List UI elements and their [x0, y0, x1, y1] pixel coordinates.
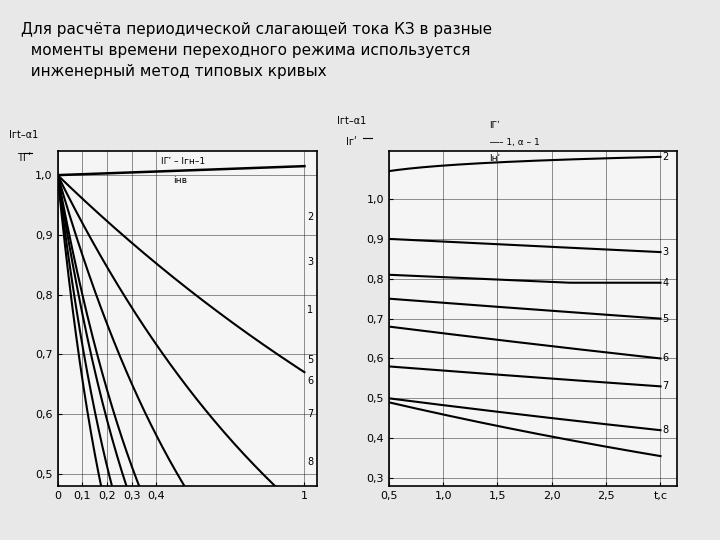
Text: 2: 2 — [307, 212, 313, 222]
Text: Iгt–α1: Iгt–α1 — [9, 130, 39, 140]
Text: 4: 4 — [662, 278, 669, 288]
Text: Iнʹ: Iнʹ — [490, 154, 500, 163]
Text: ―– 1, α – 1: ―– 1, α – 1 — [490, 138, 539, 146]
Text: 7: 7 — [307, 409, 313, 419]
Text: 5: 5 — [307, 355, 313, 366]
Text: 6: 6 — [662, 354, 669, 363]
Text: 6: 6 — [307, 376, 313, 387]
Text: 1: 1 — [307, 305, 313, 315]
Text: 3: 3 — [662, 247, 669, 257]
Text: 8: 8 — [662, 425, 669, 435]
Text: Для расчёта периодической слагающей тока КЗ в разные
  моменты времени переходно: Для расчёта периодической слагающей тока… — [22, 22, 492, 79]
Text: iнв: iнв — [174, 176, 188, 185]
Text: 3: 3 — [307, 257, 313, 267]
Text: 5: 5 — [662, 314, 669, 323]
Text: 8: 8 — [307, 457, 313, 467]
Text: IΓʹ – Iгн–1: IΓʹ – Iгн–1 — [161, 157, 205, 166]
Text: 7: 7 — [662, 381, 669, 391]
Text: 2: 2 — [662, 152, 669, 162]
Text: IГʹ: IГʹ — [490, 121, 500, 130]
Text: ТΓʹ: ТΓʹ — [17, 153, 31, 163]
Text: Iгʹ: Iгʹ — [346, 137, 356, 146]
Text: Iгt–α1: Iгt–α1 — [337, 117, 366, 126]
